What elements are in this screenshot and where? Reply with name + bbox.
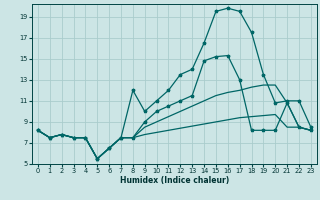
X-axis label: Humidex (Indice chaleur): Humidex (Indice chaleur) [120, 176, 229, 185]
